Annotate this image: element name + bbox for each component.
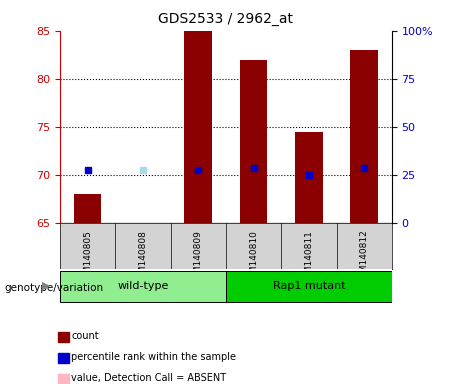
- Text: count: count: [71, 331, 99, 341]
- Text: GSM140811: GSM140811: [304, 230, 313, 285]
- Text: GSM140809: GSM140809: [194, 230, 203, 285]
- Text: percentile rank within the sample: percentile rank within the sample: [71, 352, 236, 362]
- Text: GSM140808: GSM140808: [138, 230, 148, 285]
- Text: GSM140812: GSM140812: [360, 230, 369, 285]
- Text: Rap1 mutant: Rap1 mutant: [272, 281, 345, 291]
- Text: GSM140805: GSM140805: [83, 230, 92, 285]
- FancyBboxPatch shape: [60, 270, 226, 302]
- FancyBboxPatch shape: [226, 270, 392, 302]
- Bar: [350, 50, 378, 223]
- Text: ▶: ▶: [42, 281, 50, 291]
- Text: genotype/variation: genotype/variation: [5, 283, 104, 293]
- Text: wild-type: wild-type: [117, 281, 169, 291]
- Bar: [184, 31, 212, 223]
- Bar: [240, 60, 267, 223]
- Text: GSM140810: GSM140810: [249, 230, 258, 285]
- Bar: [295, 131, 323, 223]
- Text: value, Detection Call = ABSENT: value, Detection Call = ABSENT: [71, 373, 226, 383]
- Title: GDS2533 / 2962_at: GDS2533 / 2962_at: [159, 12, 293, 25]
- Bar: [74, 194, 101, 223]
